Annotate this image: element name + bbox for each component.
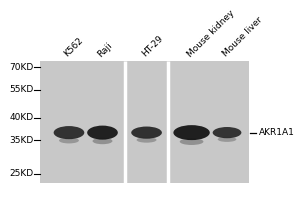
Ellipse shape (54, 126, 84, 139)
Text: 55KD: 55KD (9, 85, 34, 94)
Ellipse shape (59, 138, 79, 143)
Ellipse shape (131, 127, 162, 139)
Text: Mouse kidney: Mouse kidney (185, 8, 236, 59)
Ellipse shape (180, 138, 203, 145)
Text: 40KD: 40KD (9, 113, 34, 122)
Bar (40, 61, 249, 183)
Ellipse shape (173, 125, 210, 140)
Ellipse shape (218, 137, 236, 142)
Ellipse shape (87, 126, 118, 140)
Ellipse shape (136, 137, 157, 143)
Text: 70KD: 70KD (9, 63, 34, 72)
Text: Mouse liver: Mouse liver (221, 15, 264, 59)
Text: 35KD: 35KD (9, 136, 34, 145)
Ellipse shape (92, 138, 112, 144)
Text: Raji: Raji (96, 40, 114, 59)
Text: HT-29: HT-29 (140, 34, 165, 59)
Text: K562: K562 (63, 36, 85, 59)
Ellipse shape (213, 127, 242, 138)
Text: 25KD: 25KD (9, 169, 34, 178)
Text: AKR1A1: AKR1A1 (259, 128, 295, 137)
